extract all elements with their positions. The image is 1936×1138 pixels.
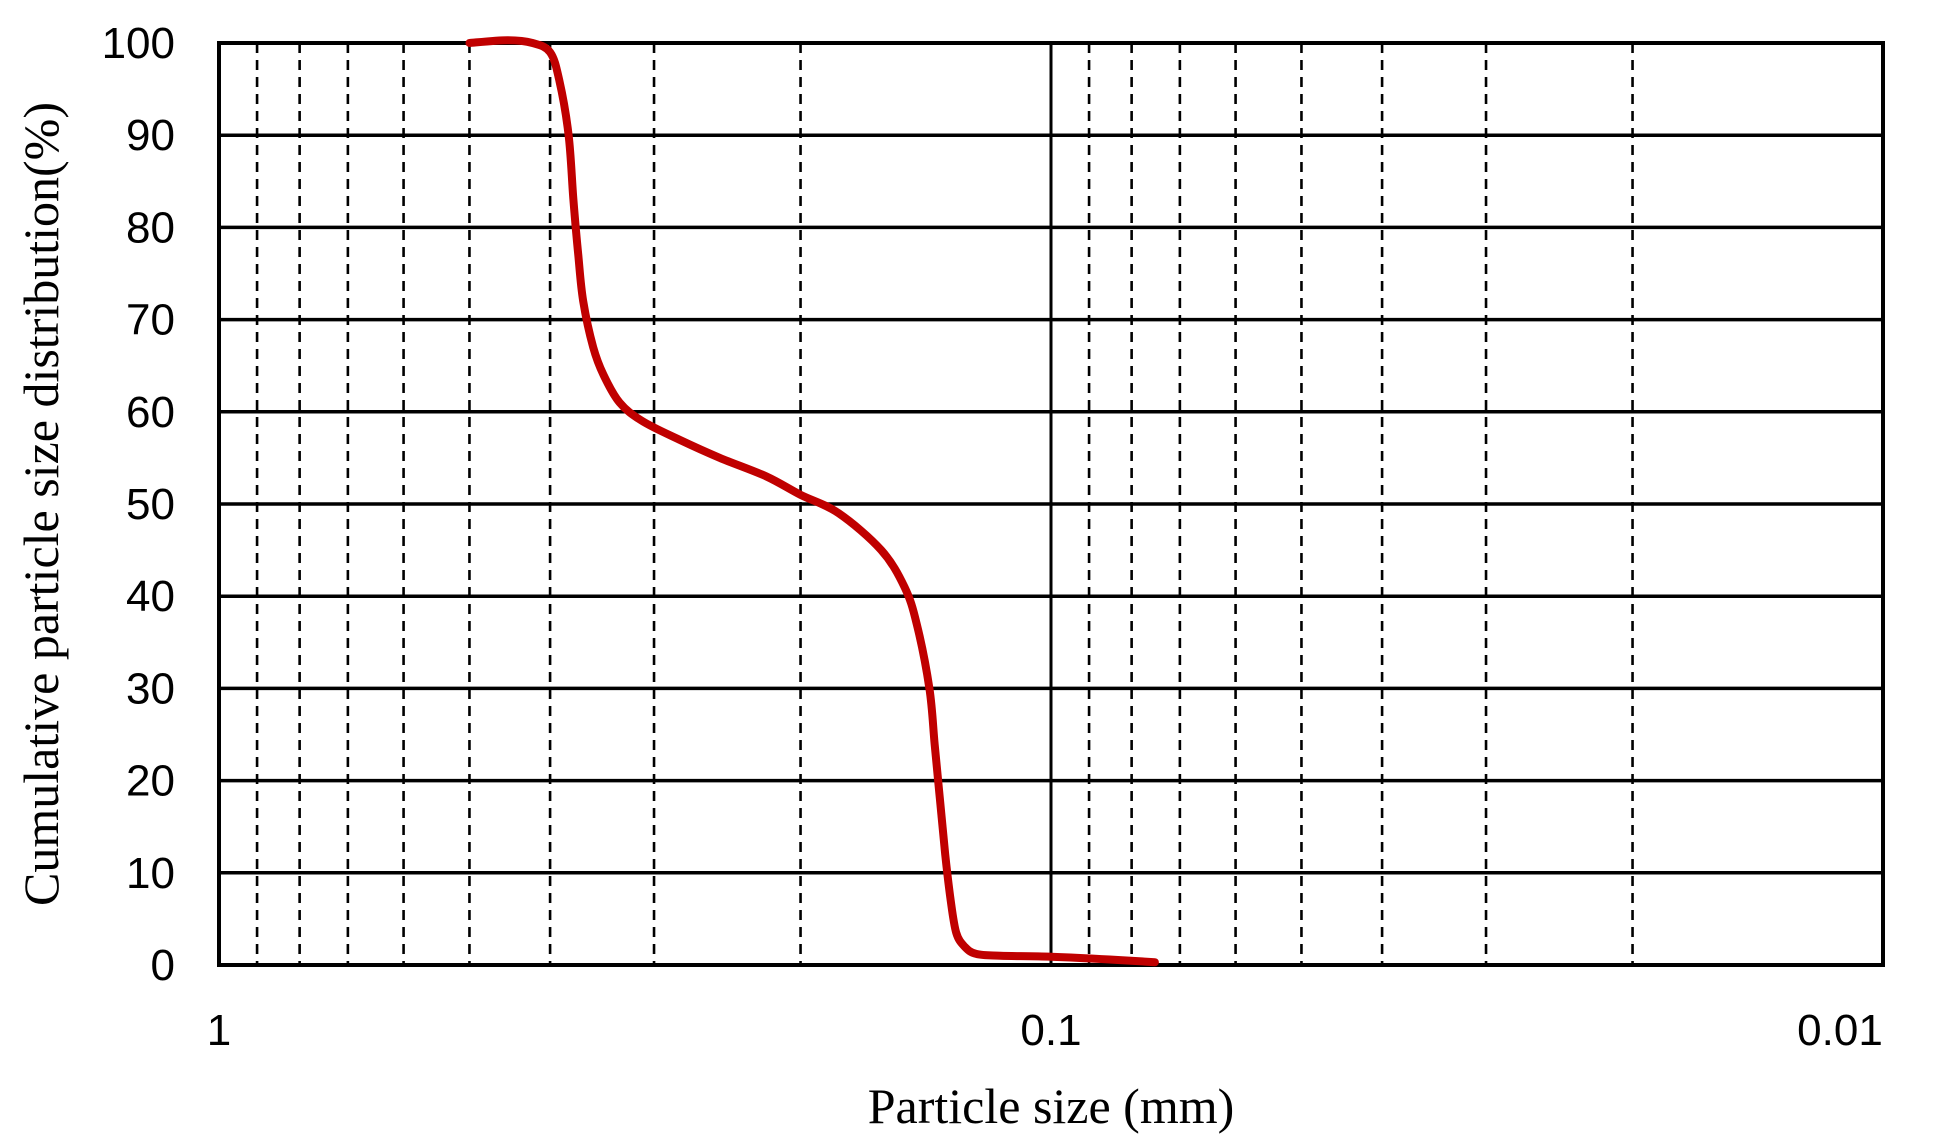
x-tick-label: 0.01: [1797, 1006, 1883, 1055]
y-axis-title: Cumulative particle size distribution(%): [13, 102, 69, 906]
y-tick-label: 80: [126, 203, 175, 252]
y-tick-label: 10: [126, 849, 175, 898]
y-tick-label: 50: [126, 480, 175, 529]
x-tick-labels: 1 0.1 0.01: [207, 1006, 1883, 1055]
series-layer: [465, 36, 1159, 967]
y-tick-label: 60: [126, 388, 175, 437]
y-tick-label: 30: [126, 664, 175, 713]
y-tick-label: 0: [151, 941, 175, 990]
x-axis-title: Particle size (mm): [868, 1078, 1235, 1134]
x-tick-label: 1: [207, 1006, 231, 1055]
y-tick-label: 70: [126, 296, 175, 345]
plot-frame: [217, 41, 1885, 967]
y-tick-label: 40: [126, 572, 175, 621]
y-tick-label: 90: [126, 111, 175, 160]
y-tick-label: 100: [102, 19, 175, 68]
y-tick-labels: 0 10 20 30 40 50 60 70 80 90 100: [102, 19, 175, 990]
grid-layer: [217, 43, 1885, 965]
y-tick-label: 20: [126, 757, 175, 806]
series-line: [465, 36, 1159, 967]
x-tick-label: 0.1: [1020, 1006, 1081, 1055]
